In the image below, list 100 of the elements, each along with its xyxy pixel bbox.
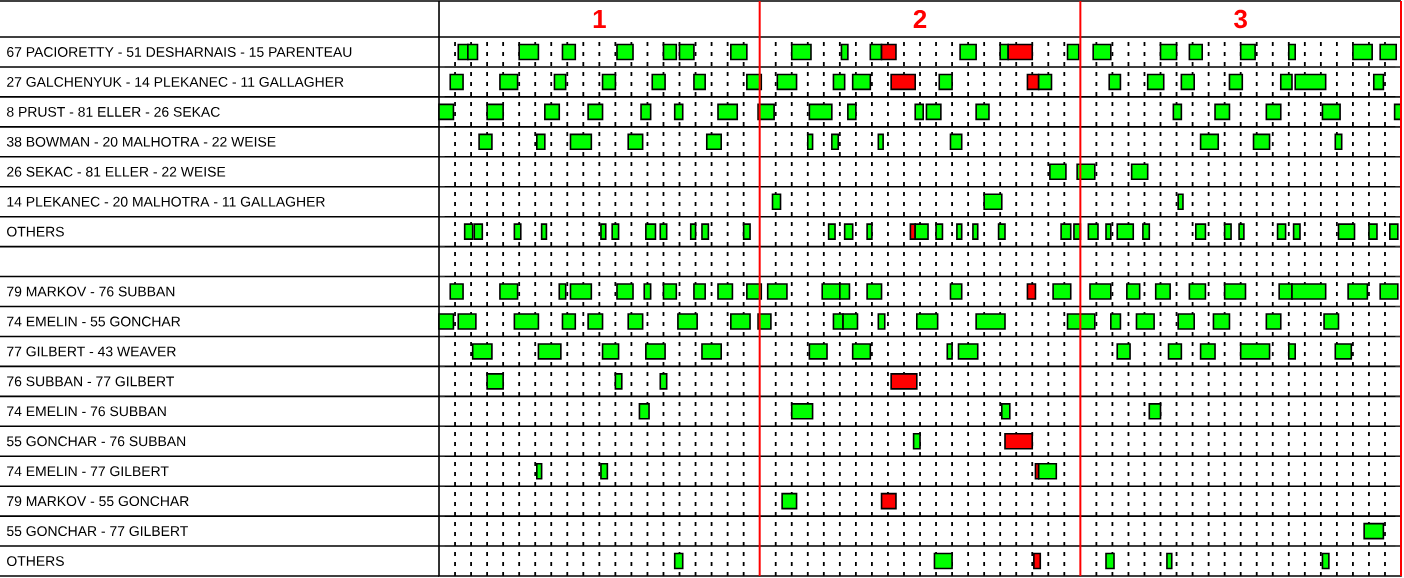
bar <box>561 313 577 330</box>
bar <box>1265 313 1282 330</box>
bar <box>790 43 812 61</box>
bar <box>972 223 979 240</box>
bar <box>949 133 963 151</box>
bar <box>616 43 634 61</box>
bar <box>486 103 504 121</box>
bar <box>1066 43 1080 61</box>
bar <box>673 103 684 121</box>
bar <box>1194 223 1207 240</box>
bar <box>651 73 666 91</box>
bar <box>1214 103 1231 121</box>
bar <box>1347 283 1369 300</box>
bar <box>1066 313 1096 330</box>
bar <box>1116 343 1131 360</box>
bar <box>1188 43 1204 61</box>
bar <box>1060 223 1072 240</box>
bar <box>1167 343 1183 360</box>
bar <box>601 343 620 360</box>
bar <box>1239 343 1271 360</box>
bar <box>933 552 953 570</box>
bar <box>1116 223 1135 240</box>
bar <box>1087 223 1099 240</box>
bar <box>1199 343 1216 360</box>
bar <box>946 343 953 360</box>
bar <box>975 313 1006 330</box>
bar <box>1212 313 1231 330</box>
bar <box>600 462 609 480</box>
bar <box>499 283 519 300</box>
bar <box>949 283 963 300</box>
bar <box>851 73 872 91</box>
bar <box>1105 552 1115 570</box>
bar <box>1239 43 1256 61</box>
bar <box>1352 43 1373 61</box>
bar <box>938 73 953 91</box>
bar <box>1026 283 1037 300</box>
bar <box>536 462 543 480</box>
bar <box>843 223 854 240</box>
bar <box>1321 103 1341 121</box>
bar <box>1199 133 1220 151</box>
bar <box>935 223 944 240</box>
bar <box>1126 283 1141 300</box>
bar <box>851 343 872 360</box>
bar <box>1323 313 1340 330</box>
bar <box>518 43 540 61</box>
bar <box>561 43 577 61</box>
bar <box>638 403 650 420</box>
bar <box>730 313 751 330</box>
bar <box>781 492 798 510</box>
bar <box>914 223 929 240</box>
bar <box>471 343 493 360</box>
bar <box>540 223 548 240</box>
bar <box>890 73 917 91</box>
bar <box>1146 73 1165 91</box>
x-tick-label: 2 <box>913 9 927 29</box>
bar <box>645 343 666 360</box>
x-tick-label: 3 <box>1234 9 1247 29</box>
bar <box>1368 223 1378 240</box>
bar <box>616 283 634 300</box>
bar <box>1142 223 1151 240</box>
bar <box>717 283 734 300</box>
bar <box>693 73 706 91</box>
bar <box>840 43 849 61</box>
bar <box>730 43 748 61</box>
bar <box>627 133 644 151</box>
bar <box>627 313 644 330</box>
bar <box>587 313 604 330</box>
bar <box>1334 343 1353 360</box>
bar <box>742 223 751 240</box>
bar <box>569 283 593 300</box>
bar <box>1092 43 1112 61</box>
bar <box>1033 552 1042 570</box>
bar <box>1159 43 1178 61</box>
bar <box>1148 403 1162 420</box>
bar <box>544 103 561 121</box>
bar <box>486 373 504 390</box>
bar <box>600 223 607 240</box>
bar <box>689 223 697 240</box>
bar <box>1223 283 1247 300</box>
bar <box>701 223 710 240</box>
bar <box>659 373 668 390</box>
bar <box>808 343 828 360</box>
bar <box>1110 313 1122 330</box>
bar <box>1276 223 1287 240</box>
bar <box>1177 193 1184 210</box>
bar <box>1049 163 1067 181</box>
bar <box>478 133 493 151</box>
x-tick-label: 1 <box>593 10 606 28</box>
bar <box>673 552 684 570</box>
bar <box>975 103 990 121</box>
bar <box>832 73 846 91</box>
bar <box>643 283 652 300</box>
bar <box>912 432 921 450</box>
bar <box>1188 283 1207 300</box>
bar <box>677 313 698 330</box>
bar <box>1334 133 1343 151</box>
bar <box>701 343 722 360</box>
bar <box>877 313 886 330</box>
bar <box>1180 73 1195 91</box>
bar <box>1337 223 1356 240</box>
